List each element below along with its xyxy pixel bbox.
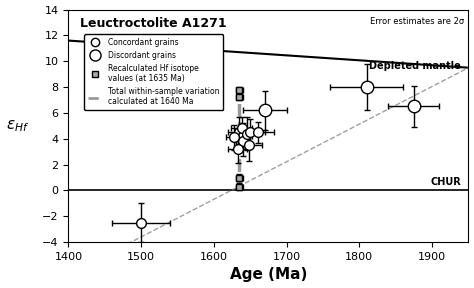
Text: CHUR: CHUR (430, 177, 461, 187)
Y-axis label: $\varepsilon_{Hf}$: $\varepsilon_{Hf}$ (6, 118, 29, 134)
X-axis label: Age (Ma): Age (Ma) (230, 268, 307, 283)
Text: Depleted mantle: Depleted mantle (369, 61, 461, 71)
Text: Leuctroctolite A1271: Leuctroctolite A1271 (81, 16, 227, 30)
Legend: Concordant grains, Discordant grains, Recalculated Hf isotope
values (at 1635 Ma: Concordant grains, Discordant grains, Re… (84, 34, 223, 110)
Text: Error estimates are 2σ: Error estimates are 2σ (370, 16, 465, 26)
